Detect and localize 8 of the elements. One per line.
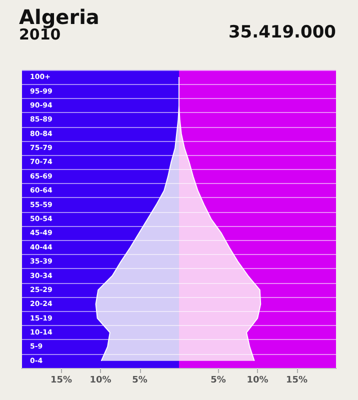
text: 35.419.000 (228, 22, 336, 42)
x-tick-label: 5% (132, 376, 148, 386)
x-tick-label: 15% (50, 376, 72, 386)
x-tick-label: 10% (90, 376, 112, 386)
chart-title: Algeria (19, 5, 100, 29)
x-tick-label: 15% (286, 376, 308, 386)
x-tick-label: 5% (210, 376, 226, 386)
x-tick-label: 10% (246, 376, 268, 386)
